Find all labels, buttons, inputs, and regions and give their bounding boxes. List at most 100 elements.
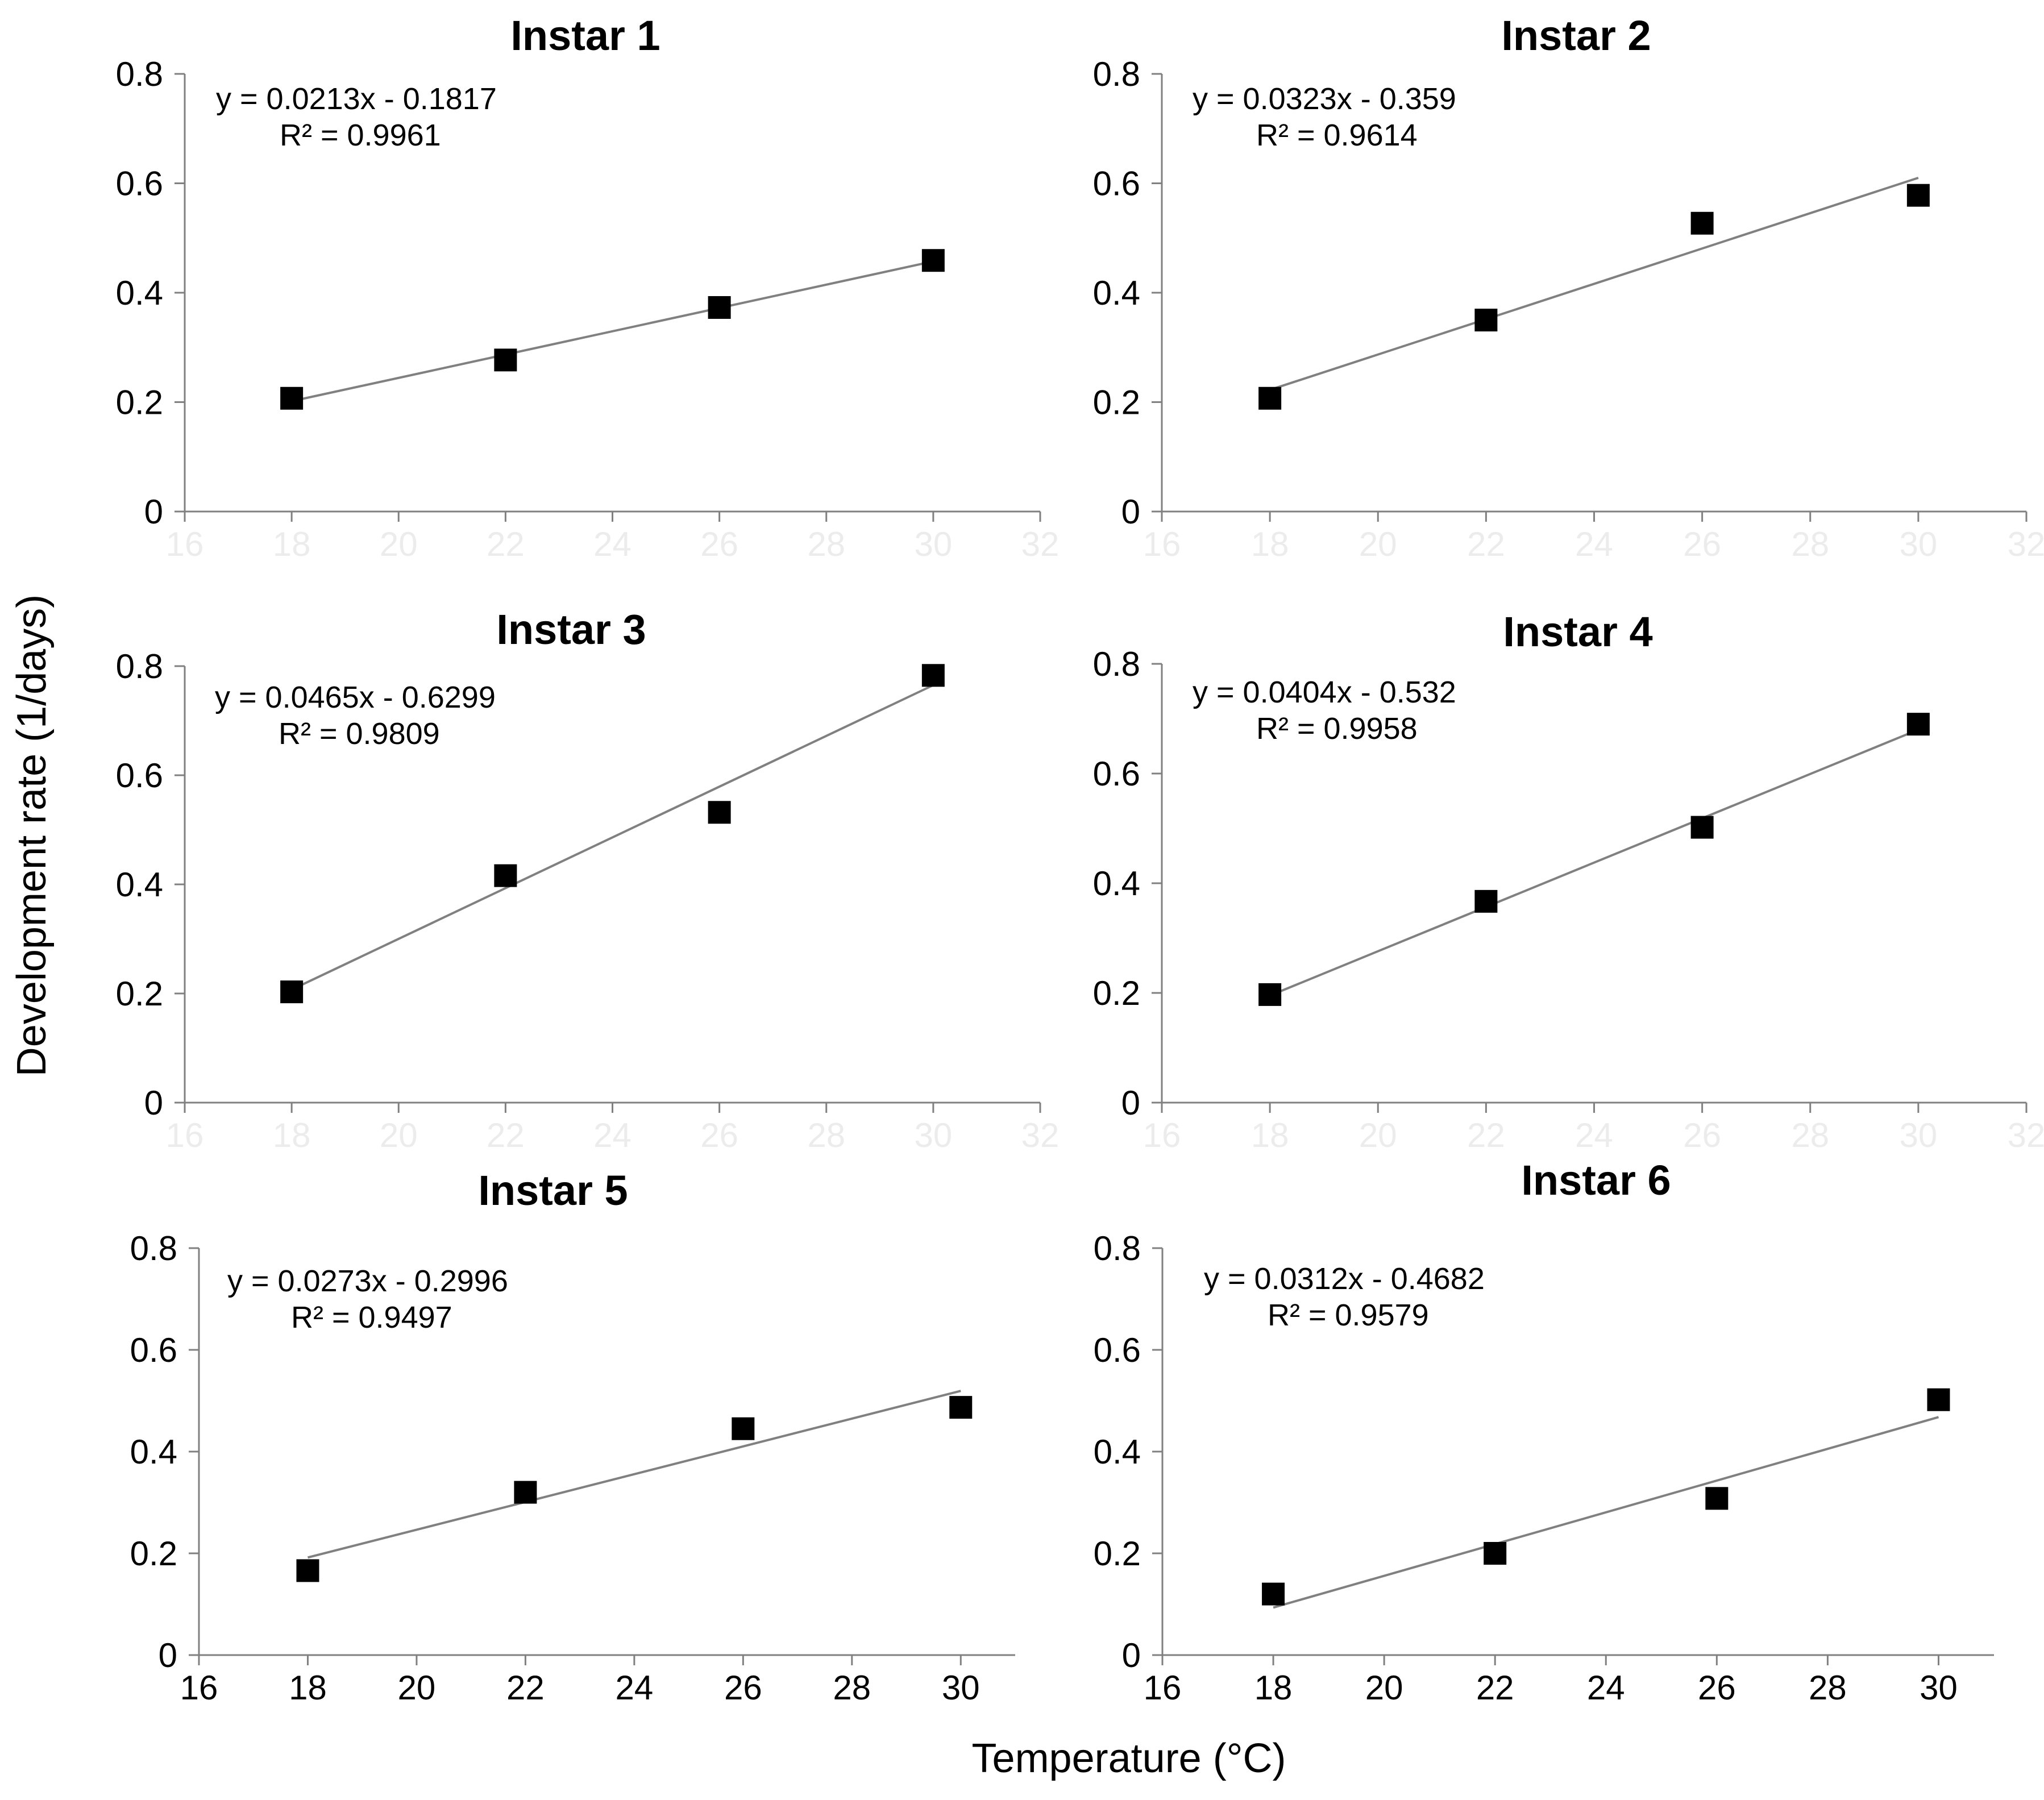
x-tick-label: 26 <box>1683 525 1721 563</box>
r-squared-label: R² = 0.9614 <box>1256 118 1418 152</box>
panel-instar-3: 0 0.2 0.4 0.6 0.8 16 18 20 22 24 26 28 30 32 Instar 3y… <box>116 606 1060 1154</box>
data-point <box>708 296 731 319</box>
y-tick-label: 0.2 <box>116 975 163 1013</box>
y-tick-label: 0 <box>1121 493 1140 531</box>
panel-title: Instar 6 <box>1521 1157 1671 1204</box>
y-tick-label: 0.4 <box>116 866 163 904</box>
panel-title: Instar 4 <box>1503 608 1652 655</box>
panel-instar-4: 0 0.2 0.4 0.6 0.8 16 18 20 22 24 26 28 30 32 Instar 4 y… <box>1093 608 2044 1154</box>
trendline <box>1273 1416 1939 1609</box>
r-squared-label: R² = 0.9497 <box>291 1300 452 1335</box>
x-tick-label: 28 <box>833 1669 871 1707</box>
trendline <box>291 684 934 991</box>
panel-title: Instar 3 <box>496 606 646 653</box>
x-tick-label: 20 <box>380 1116 418 1154</box>
y-tick-label: 0.8 <box>1093 55 1140 93</box>
y-tick-label: 0.2 <box>116 384 163 422</box>
data-point <box>1690 816 1714 839</box>
x-tick-label: 30 <box>915 1116 953 1154</box>
data-point <box>1705 1487 1729 1510</box>
y-tick-label: 0.8 <box>1093 645 1140 683</box>
y-tick-label: 0.8 <box>1094 1229 1141 1267</box>
trendline-equation: y = 0.0312x - 0.4682 <box>1204 1262 1485 1296</box>
x-tick-label: 32 <box>1021 1116 1060 1154</box>
y-axis-title: Development rate (1/days) <box>9 595 55 1076</box>
y-tick-label: 0.6 <box>116 756 163 795</box>
x-tick-label: 30 <box>915 525 953 563</box>
data-point <box>1258 983 1282 1006</box>
x-tick-label: 18 <box>289 1669 327 1707</box>
x-tick-label: 30 <box>1900 1116 1938 1154</box>
x-tick-label: 26 <box>1683 1116 1721 1154</box>
panel-instar-5: 0 0.2 0.4 0.6 0.8 16 18 20 22 24 26 28 30 Instar 5 y =… <box>130 1167 1015 1707</box>
y-tick-label: 0.4 <box>1093 274 1140 312</box>
x-tick-label: 28 <box>1791 1116 1829 1154</box>
x-tick-label: 26 <box>700 1116 738 1154</box>
trendline-equation: y = 0.0404x - 0.532 <box>1193 675 1456 709</box>
y-tick-label: 0 <box>159 1636 177 1674</box>
x-tick-label: 24 <box>615 1669 653 1707</box>
panels-container: 0 0.2 0.4 0.6 0.8 16 18 20 22 24 26 28 30 32 Instar 1 y… <box>116 12 2044 1707</box>
data-point <box>514 1481 537 1504</box>
data-point <box>921 249 945 272</box>
x-tick-label: 32 <box>2008 525 2044 563</box>
y-tick-label: 0 <box>144 1084 163 1122</box>
x-tick-label: 22 <box>487 1116 525 1154</box>
x-tick-label: 22 <box>1476 1669 1514 1707</box>
x-tick-label: 20 <box>380 525 418 563</box>
x-tick-label: 22 <box>1467 525 1505 563</box>
data-point <box>1474 309 1498 332</box>
panel-instar-2: 0 0.2 0.4 0.6 0.8 16 18 20 22 24 26 28 30 32 Instar 2 y… <box>1093 12 2044 563</box>
y-tick-label: 0.6 <box>116 165 163 203</box>
x-tick-label: 16 <box>1143 1116 1181 1154</box>
data-point <box>949 1396 973 1419</box>
x-tick-label: 28 <box>1791 525 1829 563</box>
x-tick-label: 18 <box>273 525 311 563</box>
data-point <box>1262 1582 1285 1606</box>
x-tick-label: 32 <box>1021 525 1060 563</box>
x-tick-label: 24 <box>1575 1116 1613 1154</box>
y-tick-label: 0 <box>1121 1084 1140 1122</box>
y-tick-label: 0.4 <box>1093 864 1140 903</box>
x-tick-label: 26 <box>1698 1669 1736 1707</box>
y-tick-label: 0.8 <box>130 1229 177 1267</box>
x-tick-label: 16 <box>166 1116 204 1154</box>
trendline-equation: y = 0.0465x - 0.6299 <box>215 680 496 714</box>
y-tick-label: 0.2 <box>1093 974 1140 1012</box>
x-tick-label: 16 <box>1143 525 1181 563</box>
x-tick-label: 28 <box>807 525 845 563</box>
y-tick-label: 0.6 <box>1093 165 1140 203</box>
x-tick-label: 30 <box>1900 525 1938 563</box>
y-tick-label: 0 <box>1122 1636 1141 1674</box>
data-point <box>921 664 945 687</box>
r-squared-label: R² = 0.9579 <box>1268 1298 1429 1332</box>
x-tick-label: 24 <box>593 1116 632 1154</box>
x-tick-label: 18 <box>273 1116 311 1154</box>
data-point <box>494 864 517 887</box>
x-tick-label: 26 <box>700 525 738 563</box>
data-point <box>732 1417 755 1440</box>
y-tick-label: 0 <box>144 493 163 531</box>
y-tick-label: 0.8 <box>116 647 163 685</box>
data-point <box>708 801 731 824</box>
y-tick-label: 0.2 <box>1094 1535 1141 1573</box>
r-squared-label: R² = 0.9809 <box>279 717 440 751</box>
x-tick-label: 18 <box>1251 1116 1289 1154</box>
x-tick-label: 30 <box>942 1669 980 1707</box>
panel-instar-1: 0 0.2 0.4 0.6 0.8 16 18 20 22 24 26 28 30 32 Instar 1 y… <box>116 12 1060 563</box>
y-tick-label: 0.4 <box>130 1433 177 1471</box>
x-tick-label: 20 <box>398 1669 436 1707</box>
data-point <box>1906 184 1930 207</box>
x-tick-label: 26 <box>724 1669 762 1707</box>
x-axis-title: Temperature (°C) <box>972 1736 1286 1781</box>
x-tick-label: 16 <box>166 525 204 563</box>
x-tick-label: 22 <box>487 525 525 563</box>
x-tick-label: 18 <box>1251 525 1289 563</box>
x-tick-label: 22 <box>1467 1116 1505 1154</box>
trendline <box>307 1390 961 1559</box>
data-point <box>1906 713 1930 736</box>
x-tick-label: 20 <box>1365 1669 1403 1707</box>
x-tick-label: 20 <box>1359 1116 1397 1154</box>
